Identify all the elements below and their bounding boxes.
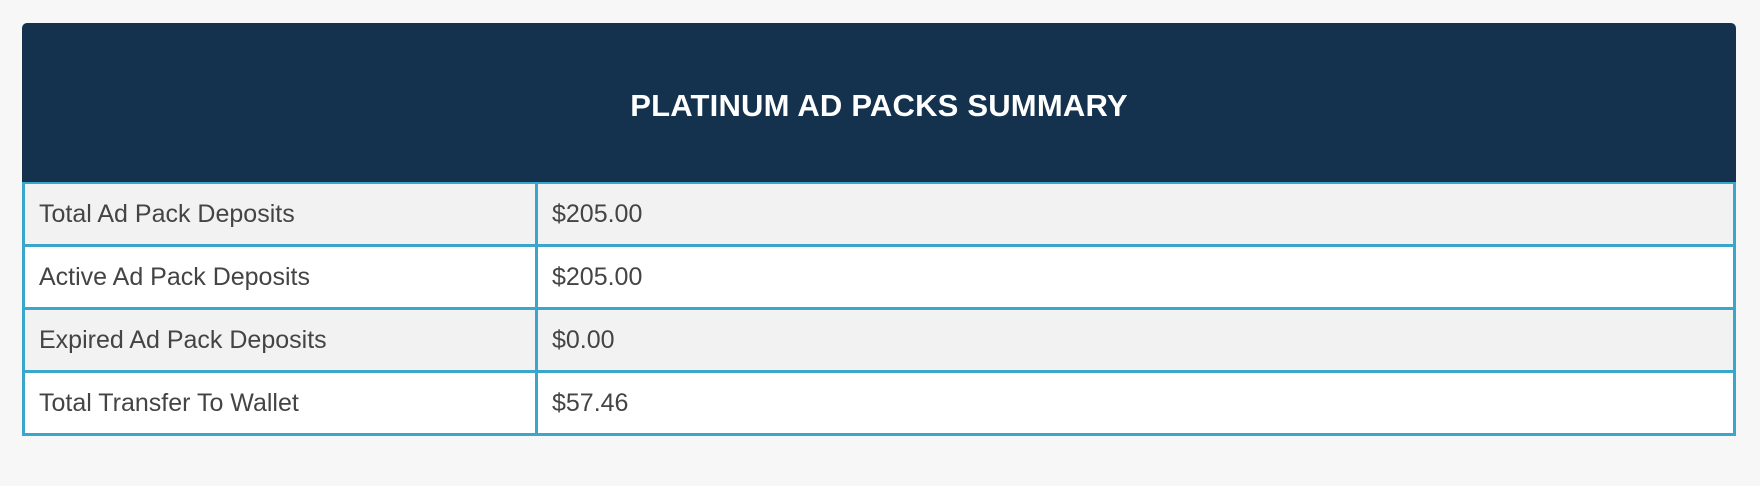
table-row-active-deposits: Active Ad Pack Deposits $205.00 [22,244,1736,310]
table-row-transfer-to-wallet: Total Transfer To Wallet $57.46 [22,370,1736,436]
row-value: $205.00 [535,244,1736,310]
panel-header: PLATINUM AD PACKS SUMMARY [22,23,1736,182]
summary-panel: PLATINUM AD PACKS SUMMARY Total Ad Pack … [22,23,1736,436]
row-label: Active Ad Pack Deposits [22,244,538,310]
row-label: Total Ad Pack Deposits [22,182,538,247]
table-row-expired-deposits: Expired Ad Pack Deposits $0.00 [22,307,1736,373]
row-value: $205.00 [535,182,1736,247]
summary-table: Total Ad Pack Deposits $205.00 Active Ad… [22,182,1736,436]
row-value: $57.46 [535,370,1736,436]
panel-title: PLATINUM AD PACKS SUMMARY [630,87,1128,123]
row-label: Expired Ad Pack Deposits [22,307,538,373]
table-row-total-deposits: Total Ad Pack Deposits $205.00 [22,182,1736,247]
row-value: $0.00 [535,307,1736,373]
row-label: Total Transfer To Wallet [22,370,538,436]
